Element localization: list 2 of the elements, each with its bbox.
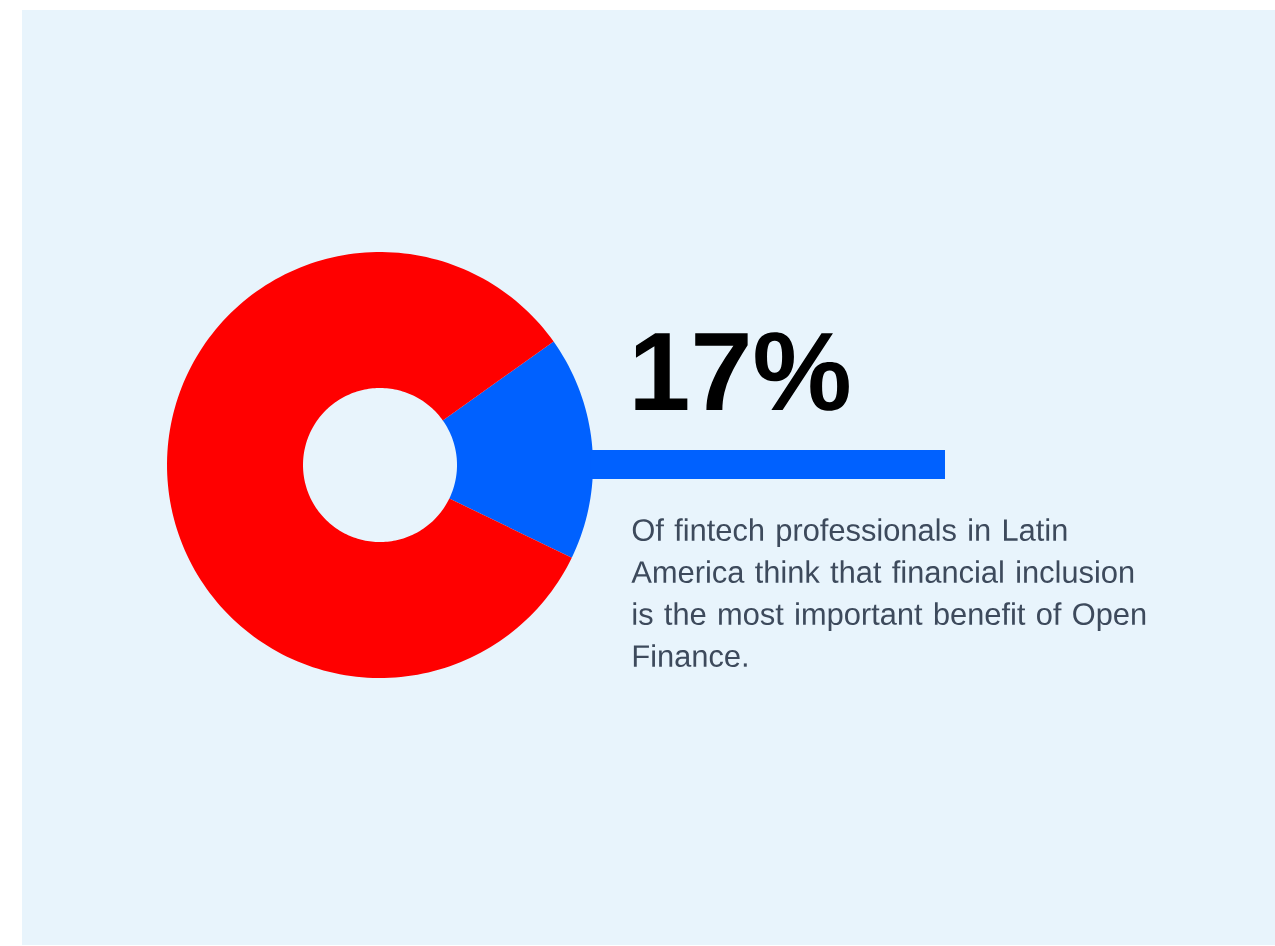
- data-label: 17%: [635, 332, 849, 411]
- text: Of fintech professionals in Latin America think that financial inclusion is the most important benefit of Open Finance.: [631, 518, 1146, 667]
